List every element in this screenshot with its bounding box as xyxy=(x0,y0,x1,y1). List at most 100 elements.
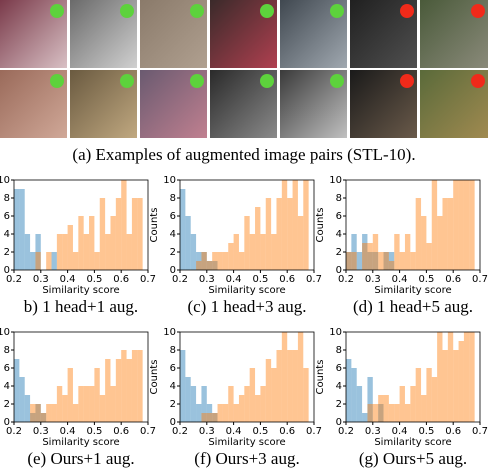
histogram-bar xyxy=(68,225,73,270)
histogram-bar xyxy=(303,180,308,270)
chart-caption: (d) 1 head+5 aug. xyxy=(353,297,473,316)
histogram-bar xyxy=(132,350,137,422)
histogram-bar xyxy=(127,359,132,422)
x-tick-label: 0.2 xyxy=(6,426,22,437)
histogram-bar xyxy=(116,198,121,270)
y-tick-label: 2 xyxy=(4,247,10,258)
x-tick-label: 0.4 xyxy=(60,274,76,285)
histogram-bar xyxy=(68,368,73,422)
y-tick-label: 6 xyxy=(336,211,342,222)
histogram-bar xyxy=(180,350,185,422)
y-tick-label: 4 xyxy=(4,381,10,392)
histogram-bar xyxy=(234,234,239,270)
pair-marker xyxy=(330,74,344,88)
x-tick-label: 0.4 xyxy=(226,274,242,285)
histogram-bar xyxy=(62,395,67,422)
histogram-bar xyxy=(357,386,362,422)
chart-caption: (f) Ours+3 aug. xyxy=(194,449,299,468)
histogram-bar xyxy=(46,252,51,270)
pair-marker xyxy=(50,74,64,88)
histogram-bar xyxy=(287,198,292,270)
histogram-bar xyxy=(459,180,464,270)
histogram-bar xyxy=(78,386,83,422)
y-tick-label: 10 xyxy=(163,175,176,186)
y-tick-label: 6 xyxy=(4,363,10,374)
histogram-bar xyxy=(105,359,110,422)
x-tick-label: 0.3 xyxy=(33,426,49,437)
histogram-bar xyxy=(378,252,383,270)
y-tick-label: 8 xyxy=(170,193,176,204)
histogram-bar xyxy=(426,243,431,270)
histogram-bar xyxy=(405,234,410,270)
y-tick-label: 6 xyxy=(336,363,342,374)
histogram-bar xyxy=(89,216,94,270)
y-tick-label: 8 xyxy=(4,345,10,356)
histogram-bar xyxy=(100,395,105,422)
y-tick-label: 2 xyxy=(4,399,10,410)
x-tick-label: 0.3 xyxy=(199,274,215,285)
figure-caption: (a) Examples of augmented image pairs (S… xyxy=(72,145,415,164)
x-tick-label: 0.4 xyxy=(392,274,408,285)
histogram-bar xyxy=(394,404,399,422)
pair-marker xyxy=(400,4,414,18)
y-axis-label: Counts xyxy=(149,360,160,395)
histogram-bar xyxy=(421,216,426,270)
y-tick-label: 8 xyxy=(170,345,176,356)
x-axis-label: Similarity score xyxy=(42,285,119,296)
histogram-bar xyxy=(293,350,298,422)
histogram-bar xyxy=(432,377,437,422)
histogram-bar xyxy=(14,359,19,422)
x-axis-label: Similarity score xyxy=(208,437,285,448)
y-tick-label: 10 xyxy=(0,175,10,186)
histogram-bar xyxy=(250,234,255,270)
x-tick-label: 0.6 xyxy=(113,274,129,285)
histogram-bar xyxy=(346,359,351,422)
histogram-bar xyxy=(78,216,83,270)
x-tick-label: 0.5 xyxy=(86,274,102,285)
y-tick-label: 2 xyxy=(336,399,342,410)
histogram-bar xyxy=(239,395,244,422)
histogram-bar xyxy=(201,252,206,270)
histogram-bar xyxy=(25,395,30,422)
x-tick-label: 0.6 xyxy=(279,274,295,285)
histogram-bar xyxy=(410,386,415,422)
histogram-bar xyxy=(100,198,105,270)
y-tick-label: 4 xyxy=(336,229,342,240)
histogram-bar xyxy=(351,252,356,270)
pair-marker xyxy=(400,74,414,88)
histogram-bar xyxy=(250,368,255,422)
x-axis-label: Similarity score xyxy=(208,285,285,296)
histogram-bar xyxy=(116,359,121,422)
y-tick-label: 10 xyxy=(329,175,342,186)
histogram-bar xyxy=(437,332,442,422)
histogram-bar xyxy=(105,234,110,270)
histogram-bar xyxy=(94,368,99,422)
histogram-bar xyxy=(212,413,217,422)
histogram-bar xyxy=(410,252,415,270)
x-axis-label: Similarity score xyxy=(42,437,119,448)
histogram-bar xyxy=(266,198,271,270)
histogram-bar xyxy=(244,216,249,270)
histogram-bar xyxy=(127,234,132,270)
histogram-bar xyxy=(384,395,389,422)
histogram-bar xyxy=(121,350,126,422)
figure: (a) Examples of augmented image pairs (S… xyxy=(0,0,488,471)
y-tick-label: 4 xyxy=(4,229,10,240)
histogram-bar xyxy=(180,189,185,270)
x-tick-label: 0.5 xyxy=(252,426,268,437)
histogram-bar xyxy=(394,234,399,270)
x-tick-label: 0.2 xyxy=(338,426,354,437)
x-tick-label: 0.4 xyxy=(60,426,76,437)
x-tick-label: 0.2 xyxy=(172,274,188,285)
histogram-bar xyxy=(276,350,281,422)
x-tick-label: 0.7 xyxy=(306,274,322,285)
histogram-bar xyxy=(271,234,276,270)
x-tick-label: 0.3 xyxy=(33,274,49,285)
histogram-bar xyxy=(389,404,394,422)
histogram-bar xyxy=(373,234,378,270)
pair-marker xyxy=(190,4,204,18)
histogram-bar xyxy=(346,252,351,270)
histogram-bar xyxy=(384,252,389,270)
histogram-bar xyxy=(73,252,78,270)
x-tick-label: 0.3 xyxy=(365,274,381,285)
